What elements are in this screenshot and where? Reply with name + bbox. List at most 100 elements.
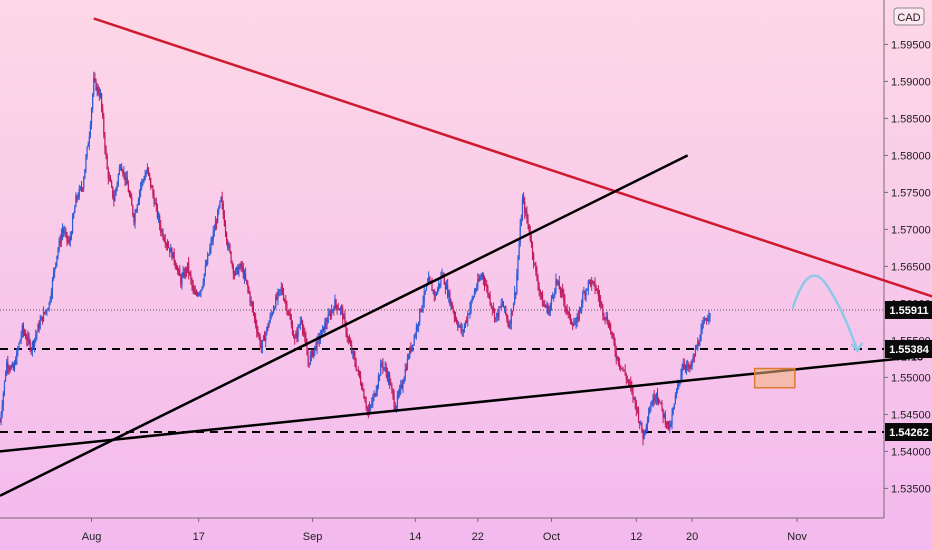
- candle-body: [381, 362, 383, 364]
- candle-body: [669, 424, 671, 429]
- candle-body: [458, 325, 460, 327]
- candle-body: [170, 248, 172, 253]
- candle-body: [196, 293, 199, 296]
- candle-body: [32, 342, 35, 346]
- candle-body: [640, 422, 642, 424]
- candle-body: [547, 305, 549, 314]
- candle-body: [180, 276, 182, 285]
- candle-body: [279, 289, 281, 291]
- candle-body: [107, 169, 109, 179]
- x-tick-label: 12: [630, 531, 642, 543]
- candle-body: [272, 309, 275, 314]
- candle-body: [13, 362, 16, 370]
- candle-body: [506, 314, 508, 319]
- candle-body: [474, 289, 477, 293]
- candle-body: [623, 370, 625, 372]
- candle-body: [288, 313, 290, 315]
- candle-body: [16, 351, 18, 364]
- candle-body: [42, 312, 45, 321]
- candle-body: [280, 287, 282, 290]
- candle-body: [650, 405, 652, 409]
- consolidation-box[interactable]: [753, 367, 796, 389]
- candle-body: [324, 323, 326, 332]
- candle-body: [334, 299, 336, 311]
- trendline[interactable]: [93, 17, 932, 309]
- candle-body: [440, 275, 442, 284]
- candle-body: [357, 370, 359, 372]
- candle-body: [127, 184, 129, 193]
- candle-body: [141, 181, 143, 186]
- candle-body: [473, 292, 476, 297]
- candle-body: [47, 308, 49, 311]
- candle-body: [633, 397, 635, 399]
- currency-badge[interactable]: CAD: [893, 7, 925, 26]
- candle-body: [140, 185, 142, 192]
- candle-body: [567, 311, 569, 313]
- candle-body: [113, 197, 115, 202]
- candle-body: [616, 357, 618, 359]
- candle-body: [39, 320, 41, 329]
- candle-body: [80, 187, 83, 189]
- candle-body: [181, 276, 183, 285]
- candle-body: [266, 327, 268, 334]
- candle-body: [306, 345, 308, 356]
- candle-body: [570, 321, 573, 324]
- y-tick-label: 1.58000: [891, 150, 931, 162]
- currency-label: CAD: [897, 12, 920, 24]
- candle-body: [329, 313, 332, 317]
- candle-body: [383, 367, 385, 369]
- candle-body: [677, 384, 679, 391]
- candle-body: [549, 305, 551, 311]
- candle-body: [520, 217, 522, 226]
- candle-body: [157, 215, 160, 218]
- candle-body: [612, 333, 614, 337]
- candle-body: [673, 403, 675, 409]
- candle-body: [411, 345, 413, 351]
- candle-body: [501, 303, 503, 305]
- candle-body: [582, 293, 584, 304]
- candle-body: [255, 317, 257, 325]
- candle-body: [204, 265, 207, 274]
- candle-body: [145, 172, 147, 176]
- projection-arrowhead: [850, 342, 864, 353]
- candle-body: [471, 298, 473, 301]
- candle-body: [191, 279, 193, 286]
- price-badge-level[interactable]: 1.55384: [885, 339, 932, 358]
- candle-body: [451, 302, 453, 309]
- candle-body: [455, 318, 458, 324]
- candle-body: [448, 292, 450, 297]
- candle-body: [432, 290, 434, 292]
- candle-body: [119, 167, 122, 169]
- candle-body: [651, 404, 653, 406]
- candle-body: [620, 365, 622, 369]
- candle-body: [36, 331, 38, 336]
- candle-body: [247, 282, 249, 288]
- candle-body: [394, 406, 396, 412]
- candle-body: [277, 291, 279, 299]
- candle-body: [420, 309, 422, 312]
- candle-body: [161, 231, 163, 233]
- candle-body: [2, 392, 4, 406]
- candle-body: [671, 414, 673, 425]
- candle-body: [423, 291, 425, 302]
- candle-body: [563, 292, 565, 301]
- candle-body: [278, 289, 280, 292]
- candle-body: [57, 249, 59, 256]
- candle-body: [587, 281, 589, 290]
- candle-body: [435, 294, 438, 296]
- candle-body: [256, 324, 258, 332]
- candle-body: [10, 366, 12, 370]
- time-axis: Aug 17 Sep 14 22 Oct 12 20 Nov: [82, 518, 807, 543]
- candle-body: [597, 290, 599, 296]
- candle-body: [83, 178, 85, 189]
- candle-body: [207, 255, 209, 264]
- price-badge-current[interactable]: 1.55911: [885, 300, 932, 319]
- y-tick-label: 1.55000: [891, 372, 931, 384]
- price-badge-level[interactable]: 1.54262: [885, 423, 932, 442]
- candle-body: [656, 394, 659, 399]
- candle-body: [22, 325, 25, 332]
- candle-body: [287, 311, 289, 314]
- candle-body: [546, 305, 548, 308]
- projection-curve[interactable]: [791, 274, 859, 352]
